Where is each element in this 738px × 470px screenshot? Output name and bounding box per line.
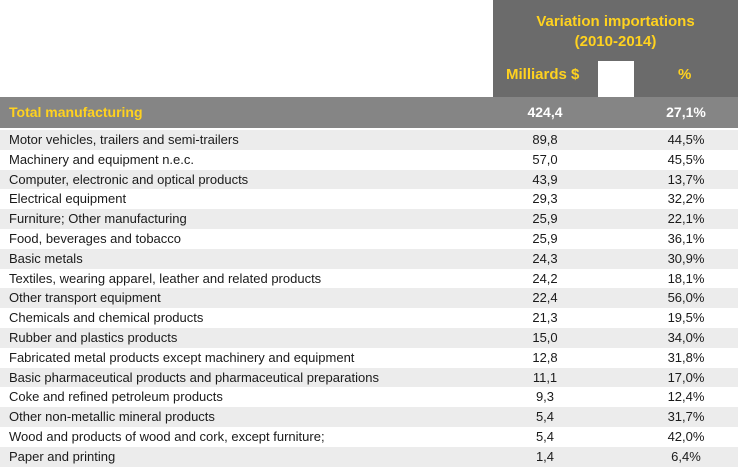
total-pct: 27,1% bbox=[666, 104, 706, 120]
table-row: Motor vehicles, trailers and semi-traile… bbox=[0, 130, 738, 150]
header-gap bbox=[598, 61, 634, 97]
table-row: Computer, electronic and optical product… bbox=[0, 169, 738, 190]
total-label: Total manufacturing bbox=[9, 104, 143, 120]
header-title-line2: (2010-2014) bbox=[574, 33, 657, 50]
row-label: Coke and refined petroleum products bbox=[9, 389, 223, 405]
row-label: Other transport equipment bbox=[9, 290, 161, 306]
row-value: 5,4 bbox=[535, 429, 555, 444]
row-pct: 44,5% bbox=[667, 132, 705, 147]
table-row: Wood and products of wood and cork, exce… bbox=[0, 427, 738, 447]
row-value: 29,3 bbox=[532, 191, 558, 207]
row-pct: 13,7% bbox=[667, 171, 705, 187]
row-label: Furniture; Other manufacturing bbox=[9, 211, 187, 227]
row-value: 9,3 bbox=[535, 389, 555, 405]
row-label: Basic pharmaceutical products and pharma… bbox=[9, 369, 379, 385]
row-value: 25,9 bbox=[532, 211, 558, 227]
total-value: 424,4 bbox=[527, 104, 563, 120]
row-value: 11,1 bbox=[532, 369, 558, 385]
row-label: Other non-metallic mineral products bbox=[9, 409, 215, 425]
row-pct: 56,0% bbox=[667, 290, 705, 306]
row-pct: 6,4% bbox=[671, 448, 701, 464]
row-pct: 34,0% bbox=[667, 330, 705, 345]
row-label: Paper and printing bbox=[9, 448, 116, 464]
row-value: 22,4 bbox=[532, 290, 558, 306]
row-pct: 19,5% bbox=[667, 310, 705, 326]
column-header-value: Milliards $ bbox=[506, 66, 580, 83]
table-header: Variation importations (2010-2014) Milli… bbox=[493, 0, 738, 97]
column-header-pct: % bbox=[678, 66, 692, 83]
row-pct: 18,1% bbox=[667, 270, 705, 286]
row-pct: 12,4% bbox=[667, 389, 705, 405]
row-value: 24,2 bbox=[532, 270, 558, 286]
table-row: Food, beverages and tobacco 25,9 36,1% bbox=[0, 229, 738, 249]
table-row: Electrical equipment 29,3 32,2% bbox=[0, 189, 738, 210]
row-pct: 32,2% bbox=[667, 191, 705, 207]
row-value: 89,8 bbox=[532, 132, 558, 147]
table-row: Fabricated metal products except machine… bbox=[0, 347, 738, 368]
table-row: Furniture; Other manufacturing 25,9 22,1% bbox=[0, 209, 738, 229]
row-label: Electrical equipment bbox=[9, 191, 127, 207]
table-row: Rubber and plastics products 15,0 34,0% bbox=[0, 328, 738, 348]
row-label: Rubber and plastics products bbox=[9, 330, 178, 345]
row-value: 25,9 bbox=[532, 231, 558, 246]
table-row: Paper and printing 1,4 6,4% bbox=[0, 446, 738, 467]
row-label: Chemicals and chemical products bbox=[9, 310, 204, 326]
row-value: 1,4 bbox=[535, 448, 555, 464]
row-value: 15,0 bbox=[532, 330, 558, 345]
row-pct: 36,1% bbox=[667, 231, 705, 246]
row-value: 24,3 bbox=[532, 250, 558, 266]
total-row: Total manufacturing 424,4 27,1% bbox=[0, 97, 738, 128]
table-row: Other non-metallic mineral products 5,4 31… bbox=[0, 407, 738, 427]
row-pct: 22,1% bbox=[667, 211, 705, 227]
row-label: Food, beverages and tobacco bbox=[9, 231, 182, 246]
row-value: 43,9 bbox=[532, 171, 558, 187]
row-pct: 30,9% bbox=[667, 250, 705, 266]
row-value: 21,3 bbox=[532, 310, 558, 326]
row-label: Fabricated metal products except machine… bbox=[9, 349, 355, 365]
row-pct: 42,0% bbox=[667, 429, 705, 444]
table-row: Basic metals 24,3 30,9% bbox=[0, 248, 738, 269]
row-pct: 31,8% bbox=[667, 349, 705, 365]
row-label: Machinery and equipment n.e.c. bbox=[9, 151, 194, 167]
table-row: Other transport equipment 22,4 56,0% bbox=[0, 288, 738, 309]
row-value: 5,4 bbox=[535, 409, 555, 425]
row-pct: 45,5% bbox=[667, 151, 705, 167]
row-pct: 31,7% bbox=[667, 409, 705, 425]
header-title: Variation importations (2010-2014) bbox=[493, 12, 738, 52]
row-label: Wood and products of wood and cork, exce… bbox=[9, 429, 325, 444]
table-row: Textiles, wearing apparel, leather and r… bbox=[0, 268, 738, 289]
row-label: Computer, electronic and optical product… bbox=[9, 171, 249, 187]
row-label: Basic metals bbox=[9, 250, 83, 266]
table-row: Basic pharmaceutical products and pharma… bbox=[0, 367, 738, 388]
row-value: 57,0 bbox=[532, 151, 558, 167]
table-row: Machinery and equipment n.e.c. 57,0 45,5% bbox=[0, 149, 738, 170]
header-title-line1: Variation importations bbox=[536, 13, 695, 30]
table-row: Coke and refined petroleum products 9,3 12… bbox=[0, 387, 738, 408]
table-row: Chemicals and chemical products 21,3 19,5% bbox=[0, 308, 738, 328]
row-label: Motor vehicles, trailers and semi-traile… bbox=[9, 132, 239, 147]
row-label: Textiles, wearing apparel, leather and r… bbox=[9, 270, 322, 286]
row-pct: 17,0% bbox=[667, 369, 705, 385]
row-value: 12,8 bbox=[532, 349, 558, 365]
